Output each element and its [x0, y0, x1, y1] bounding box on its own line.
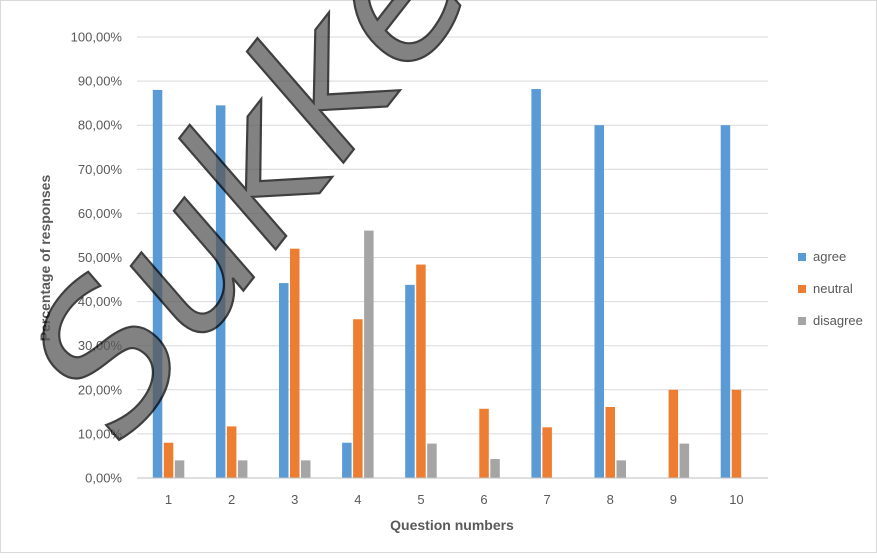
- bar-disagree-q1: [174, 460, 185, 478]
- bar-neutral-q6: [479, 408, 489, 478]
- legend-label-agree: agree: [813, 249, 846, 264]
- bar-agree-q7: [531, 89, 541, 479]
- y-axis-ticks: 0,00% 10,00% 20,00% 30,00% 40,00% 50,00% 60,00…: [71, 30, 123, 486]
- bar-agree-q1: [152, 89, 163, 479]
- x-tick-label: 8: [607, 492, 614, 507]
- bar-neutral-q9: [668, 389, 679, 478]
- x-tick-label: 6: [480, 492, 487, 507]
- bar-agree-q5: [405, 284, 415, 478]
- y-tick-label: 40,00%: [78, 294, 123, 309]
- bar-disagree-q8: [616, 460, 626, 478]
- x-tick-label: 2: [228, 492, 235, 507]
- bar-neutral-q5: [416, 264, 426, 478]
- bar-agree-q8: [594, 125, 604, 478]
- bar-neutral-q10: [731, 389, 742, 478]
- y-axis-title: Percentage of responses: [37, 175, 53, 342]
- x-axis-title: Question numbers: [390, 517, 514, 533]
- gridlines: [137, 36, 768, 435]
- y-tick-label: 80,00%: [78, 118, 123, 133]
- y-tick-label: 70,00%: [78, 162, 123, 177]
- legend-label-neutral: neutral: [813, 281, 853, 296]
- x-tick-label: 3: [291, 492, 298, 507]
- bar-neutral-q8: [605, 406, 615, 478]
- y-tick-label: 20,00%: [78, 382, 123, 397]
- bar-agree-q4: [342, 442, 352, 478]
- bar-agree-q10: [720, 125, 731, 478]
- y-tick-label: 100,00%: [71, 30, 123, 45]
- bar-agree-q3: [279, 283, 289, 478]
- bar-neutral-q7: [542, 427, 552, 478]
- x-tick-label: 7: [544, 492, 551, 507]
- x-tick-label: 4: [354, 492, 361, 507]
- bar-neutral-q3: [290, 248, 300, 478]
- x-tick-label: 5: [417, 492, 424, 507]
- x-axis-ticks: 1 2 3 4 5 6 7 8 9 10: [165, 492, 744, 507]
- x-tick-label: 1: [165, 492, 172, 507]
- legend-swatch-disagree: [798, 317, 806, 325]
- x-tick-label: 10: [729, 492, 743, 507]
- y-tick-label: 60,00%: [78, 206, 123, 221]
- bar-disagree-q2: [237, 460, 248, 478]
- bar-neutral-q4: [353, 319, 363, 478]
- bar-agree-q2: [215, 105, 226, 478]
- bar-neutral-q1: [163, 442, 174, 478]
- bar-disagree-q3: [301, 460, 311, 478]
- bar-neutral-q2: [226, 426, 237, 478]
- y-tick-label: 30,00%: [78, 338, 123, 353]
- bar-disagree-q6: [490, 459, 500, 478]
- legend-swatch-neutral: [798, 285, 806, 293]
- y-tick-label: 50,00%: [78, 250, 123, 265]
- y-tick-label: 10,00%: [78, 426, 123, 441]
- y-tick-label: 90,00%: [78, 74, 123, 89]
- bar-disagree-q5: [427, 443, 437, 478]
- legend-swatch-agree: [798, 253, 806, 261]
- bar-disagree-q4: [364, 230, 374, 478]
- y-tick-label: 0,00%: [85, 471, 122, 486]
- bar-disagree-q9: [679, 443, 690, 478]
- bars: [152, 89, 742, 479]
- x-tick-label: 9: [670, 492, 677, 507]
- legend-label-disagree: disagree: [813, 313, 863, 328]
- legend: agree neutral disagree: [798, 249, 863, 328]
